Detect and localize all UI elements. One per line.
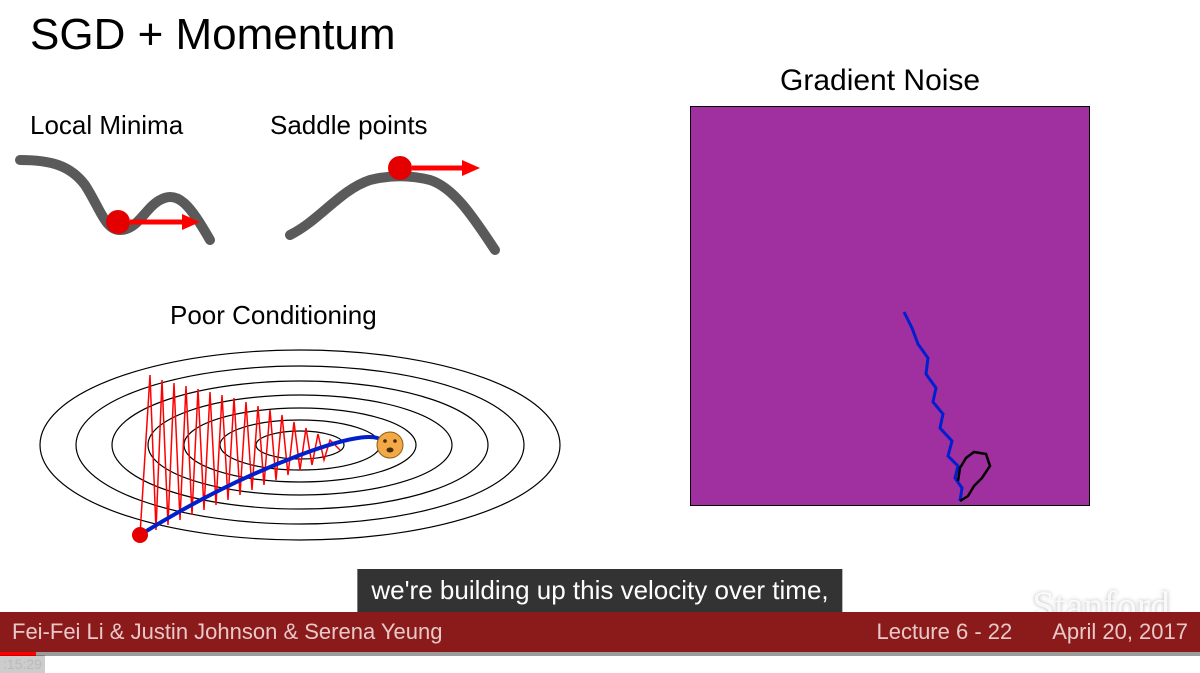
footer-authors: Fei-Fei Li & Justin Johnson & Serena Yeu… xyxy=(12,619,876,645)
video-caption: we're building up this velocity over tim… xyxy=(357,569,842,612)
footer-date: April 20, 2017 xyxy=(1052,619,1188,645)
label-poor-conditioning: Poor Conditioning xyxy=(170,300,377,331)
slide-footer: Fei-Fei Li & Justin Johnson & Serena Yeu… xyxy=(0,612,1200,652)
saddle-diagram xyxy=(280,130,520,270)
video-timestamp: :15:29 xyxy=(0,655,45,673)
gradient-noise-plot xyxy=(690,106,1090,506)
local-minima-diagram xyxy=(10,130,240,270)
page-title: SGD + Momentum xyxy=(30,10,396,60)
video-progress-bar[interactable] xyxy=(0,652,1200,656)
label-gradient-noise: Gradient Noise xyxy=(780,64,980,98)
poor-conditioning-diagram xyxy=(20,330,580,560)
footer-lecture: Lecture 6 - 22 xyxy=(876,619,1012,645)
